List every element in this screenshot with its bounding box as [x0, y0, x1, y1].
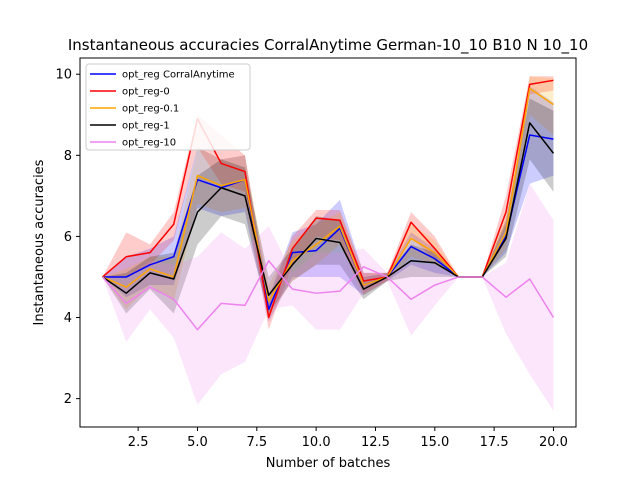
x-tick-label: 10.0: [302, 435, 331, 450]
y-tick-label: 2: [64, 392, 72, 407]
x-tick-label: 7.5: [246, 435, 267, 450]
band-series-4: [102, 183, 554, 411]
x-tick-label: 17.5: [480, 435, 509, 450]
line-series-4: [101, 259, 555, 331]
y-tick-label: 4: [64, 311, 72, 326]
band-series-2: [102, 76, 554, 318]
chart-title: Instantaneous accuracies CorralAnytime G…: [68, 36, 588, 55]
legend-box: [85, 63, 251, 151]
y-axis-ticks: 2 4 6 8 10: [55, 68, 80, 407]
x-axis-ticks: 2.5 5.0 7.5 10.0 12.5 15.0 17.5 20.0: [128, 427, 568, 450]
legend-label-4: opt_reg-10: [122, 138, 176, 149]
legend-label-3: opt_reg-1: [122, 121, 170, 132]
x-axis-label: Number of batches: [266, 456, 391, 471]
x-tick-label: 5.0: [187, 435, 208, 450]
y-tick-label: 10: [55, 68, 72, 83]
x-tick-label: 2.5: [128, 435, 149, 450]
legend-label-1: opt_reg-0: [122, 87, 170, 98]
plot-frame: [79, 57, 577, 428]
x-tick-label: 15.0: [420, 435, 449, 450]
legend-label-2: opt_reg-0.1: [122, 104, 179, 115]
y-tick-label: 8: [64, 149, 72, 164]
y-tick-label: 6: [64, 230, 72, 245]
legend: opt_reg CorralAnytime opt_reg-0 opt_reg-0.…: [85, 63, 251, 151]
series-lines: [101, 79, 555, 331]
legend-label-0: opt_reg CorralAnytime: [122, 70, 235, 81]
x-tick-label: 12.5: [361, 435, 390, 450]
x-tick-label: 20.0: [539, 435, 568, 450]
y-axis-label: Instantaneous accuracies: [32, 159, 47, 325]
